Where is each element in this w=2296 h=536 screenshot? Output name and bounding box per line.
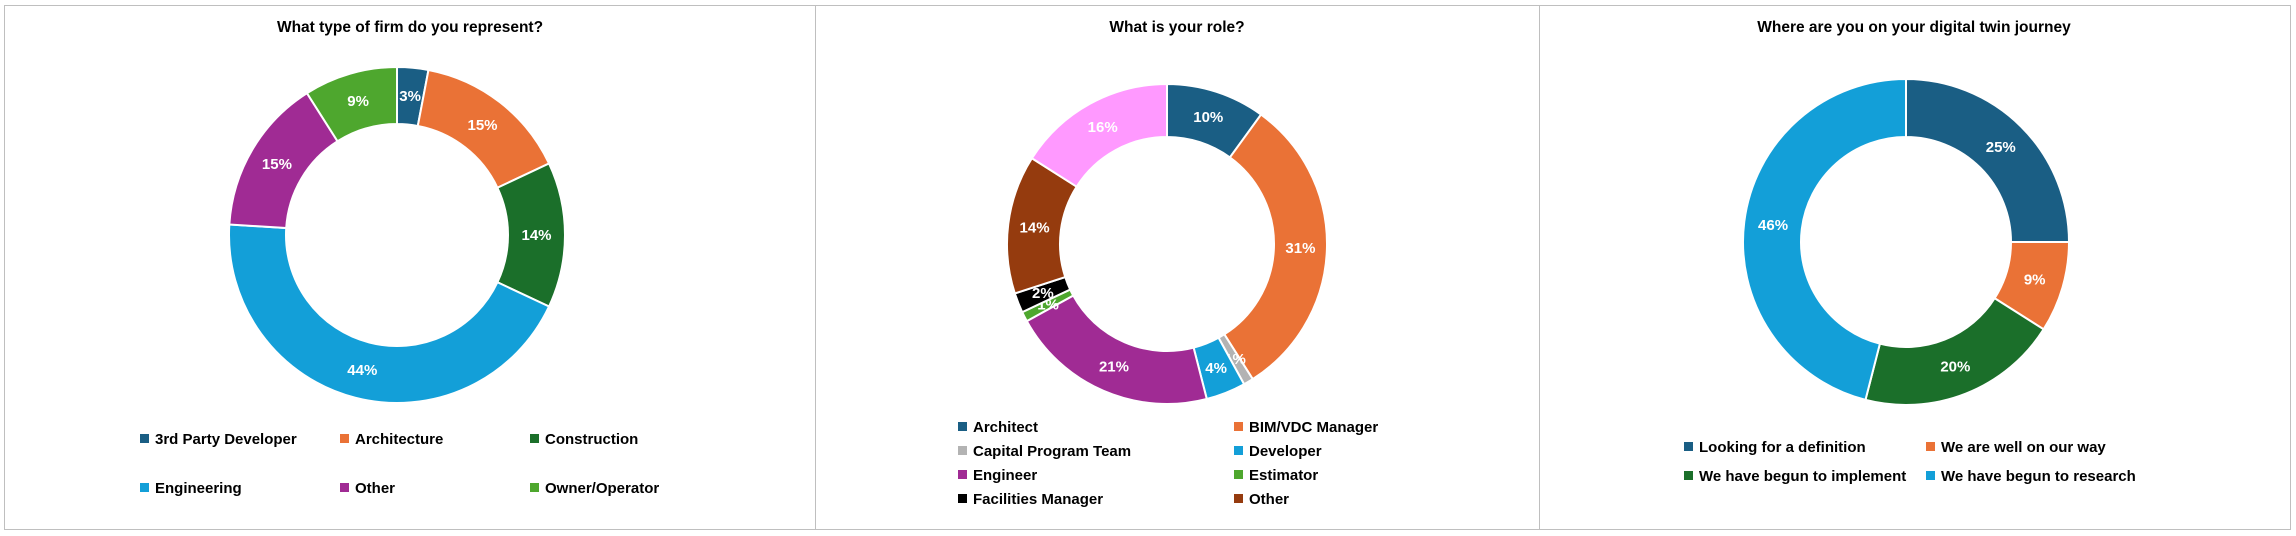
legend-swatch xyxy=(1926,471,1935,480)
legend-swatch xyxy=(530,434,539,443)
chart-title: What is your role? xyxy=(1109,19,1244,36)
donut-slice-owner-operator xyxy=(305,65,398,143)
legend-swatch xyxy=(140,483,149,492)
legend-swatch xyxy=(1234,494,1243,503)
legend-swatch xyxy=(340,483,349,492)
data-label: 9% xyxy=(2024,271,2046,288)
legend-swatch xyxy=(958,494,967,503)
data-label: 15% xyxy=(467,117,497,134)
legend-swatch xyxy=(1684,442,1693,451)
legend-label: Developer xyxy=(1249,443,1322,460)
data-label: 3% xyxy=(399,88,421,105)
data-label: 9% xyxy=(347,93,369,110)
legend-swatch xyxy=(958,446,967,455)
legend-label: Looking for a definition xyxy=(1699,439,1866,456)
legend-swatch xyxy=(1684,471,1693,480)
legend-label: Capital Program Team xyxy=(973,443,1131,460)
legend-label: We have begun to implement xyxy=(1699,468,1906,485)
legend-swatch xyxy=(1234,470,1243,479)
data-label: 44% xyxy=(347,362,377,379)
legend-swatch xyxy=(1234,422,1243,431)
legend-swatch xyxy=(958,470,967,479)
data-label: 2% xyxy=(1032,285,1054,302)
donut-slice-owner xyxy=(1030,82,1168,189)
legend-label: Other xyxy=(1249,491,1289,508)
data-label: 4% xyxy=(1205,360,1227,377)
legend-swatch xyxy=(140,434,149,443)
legend-label: BIM/VDC Manager xyxy=(1249,419,1378,436)
data-label: 25% xyxy=(1986,139,2016,156)
legend-label: We have begun to research xyxy=(1941,468,2136,485)
legend-label: Engineer xyxy=(973,467,1037,484)
legend-label: Owner/Operator xyxy=(545,480,659,497)
legend-label: Other xyxy=(355,480,395,497)
data-label: 16% xyxy=(1088,119,1118,136)
chart-panel-firm-type: What type of firm do you represent? 3% 15… xyxy=(4,5,816,530)
chart-title: Where are you on your digital twin journ… xyxy=(1757,19,2071,36)
data-label: 20% xyxy=(1940,359,1970,376)
data-label: 21% xyxy=(1099,359,1129,376)
data-label: 46% xyxy=(1758,217,1788,234)
chart-panel-role: What is your role? 10%31%1%4%21%1%2%14%1… xyxy=(815,5,1540,530)
data-label: 31% xyxy=(1285,240,1315,257)
donut-slice-looking-for-a-definition xyxy=(1905,77,2071,243)
donut-slice-we-have-begun-to-research xyxy=(1742,77,1907,402)
legend-label: Architect xyxy=(973,419,1038,436)
legend-label: Construction xyxy=(545,431,638,448)
legend-swatch xyxy=(340,434,349,443)
legend-label: Estimator xyxy=(1249,467,1318,484)
legend-swatch xyxy=(1926,442,1935,451)
legend-label: Engineering xyxy=(155,480,242,497)
legend-swatch xyxy=(530,483,539,492)
donut-slice-bim-vdc-manager xyxy=(1222,113,1328,381)
chart-title: What type of firm do you represent? xyxy=(277,19,543,36)
legend-swatch xyxy=(958,422,967,431)
legend-swatch xyxy=(1234,446,1243,455)
legend-label: Architecture xyxy=(355,431,443,448)
data-label: 14% xyxy=(521,227,551,244)
chart-panel-digital-twin-journey: Where are you on your digital twin journ… xyxy=(1539,5,2291,530)
data-label: 10% xyxy=(1193,109,1223,126)
data-label: 15% xyxy=(262,156,292,173)
legend-label: 3rd Party Developer xyxy=(155,431,297,448)
donut-slice-engineering xyxy=(228,223,551,404)
legend-label: Facilities Manager xyxy=(973,491,1103,508)
legend-label: We are well on our way xyxy=(1941,439,2106,456)
data-label: 14% xyxy=(1020,219,1050,236)
